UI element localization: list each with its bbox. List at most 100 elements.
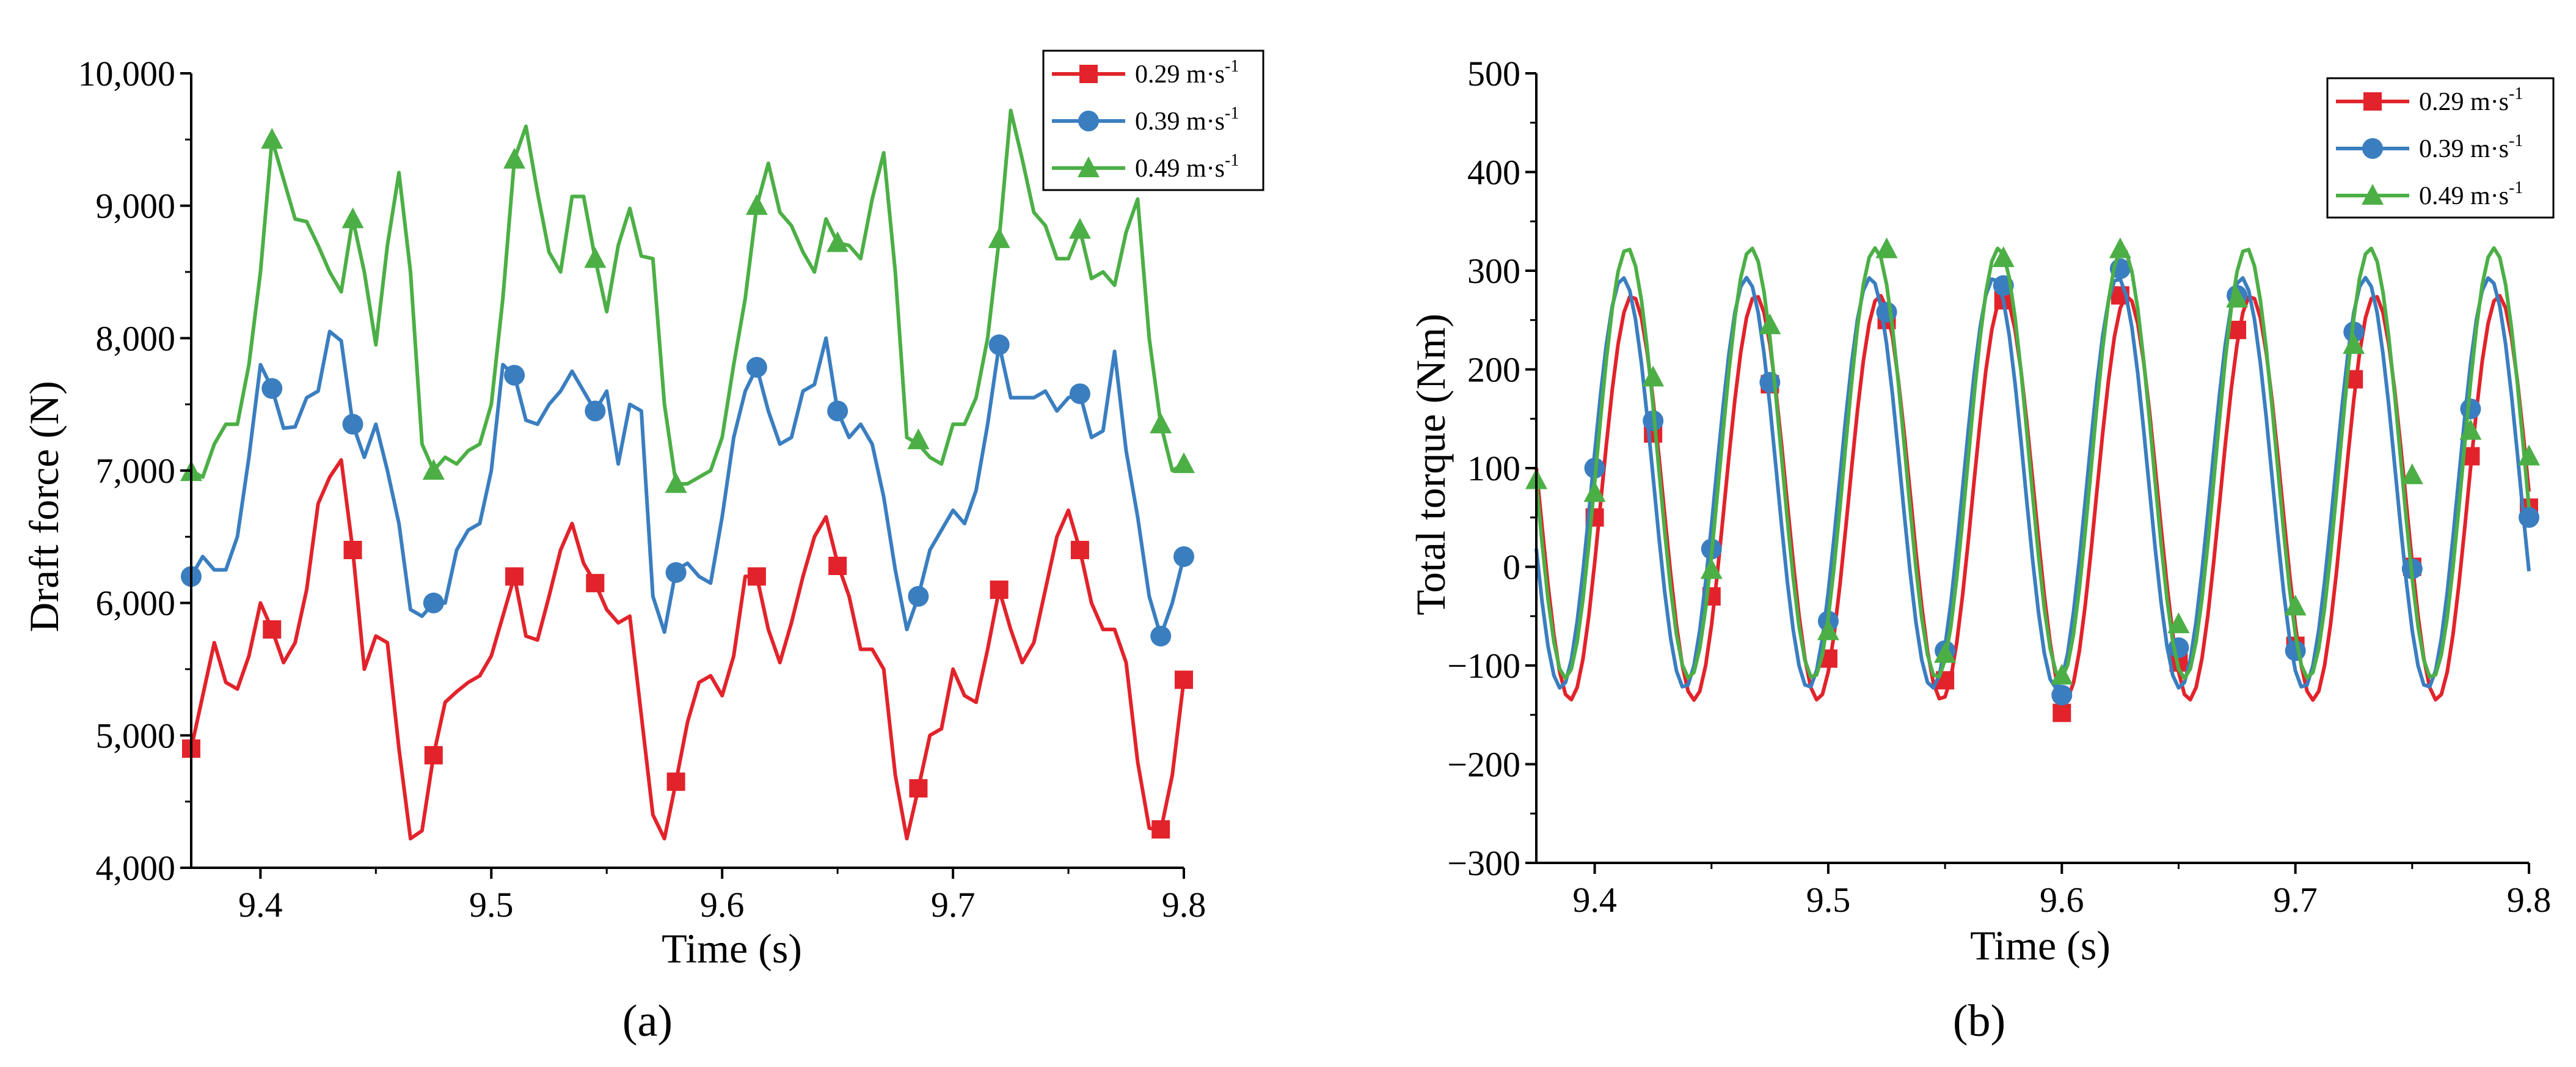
y-tick-label: 100 bbox=[1467, 449, 1520, 488]
data-point-series-2 bbox=[1583, 481, 1606, 502]
data-point-series-2 bbox=[2401, 463, 2423, 485]
data-point-series-0 bbox=[505, 567, 524, 586]
data-point-series-1 bbox=[988, 334, 1010, 356]
data-point-series-2 bbox=[2167, 612, 2190, 634]
y-tick-label: 9,000 bbox=[96, 186, 176, 226]
data-point-series-1 bbox=[2051, 684, 2073, 706]
chart-panel-b: −300 −200 −100 0 100 200 300 400 500 9.4 9.5 9.6 9.7… bbox=[1407, 54, 2555, 1046]
chart-panel-a: 4,000 5,000 6,000 7,000 8,000 9,000 10,000 9.4 9… bbox=[21, 50, 1264, 1046]
legend-entry-label: 0.39 m·s-1 bbox=[2419, 131, 2523, 163]
legend-marker bbox=[1079, 65, 1098, 83]
legend-entry-superscript: -1 bbox=[1225, 104, 1239, 123]
legend-entry-superscript: -1 bbox=[1225, 151, 1239, 170]
legend-entry-superscript: -1 bbox=[1225, 57, 1239, 76]
y-tick-label: 4,000 bbox=[96, 848, 176, 888]
data-point-series-2 bbox=[261, 128, 283, 149]
legend-b: 0.29 m·s-1 0.39 m·s-1 0.49 m·s-1 bbox=[2326, 77, 2555, 219]
x-tick-label: 9.6 bbox=[700, 885, 745, 925]
data-point-series-2 bbox=[584, 247, 607, 268]
y-tick-label: 5,000 bbox=[96, 716, 176, 755]
data-point-series-2 bbox=[2051, 664, 2073, 685]
legend-entry-label: 0.39 m·s-1 bbox=[1135, 104, 1239, 136]
legend-entry-superscript: -1 bbox=[2509, 84, 2523, 103]
data-point-series-0 bbox=[2052, 703, 2071, 722]
data-point-series-2 bbox=[1068, 218, 1091, 239]
data-point-series-2 bbox=[1817, 619, 1839, 640]
data-point-series-2 bbox=[2284, 595, 2307, 616]
data-point-series-0 bbox=[424, 746, 443, 765]
panel-label-b: (b) bbox=[1953, 996, 2005, 1046]
data-point-series-2 bbox=[1642, 365, 1665, 387]
data-point-series-0 bbox=[1070, 541, 1089, 559]
data-point-series-2 bbox=[2226, 287, 2249, 308]
data-point-series-2 bbox=[907, 428, 930, 450]
data-point-series-0 bbox=[828, 557, 847, 575]
y-tick-label: 400 bbox=[1467, 153, 1520, 193]
data-point-series-1 bbox=[746, 357, 767, 378]
data-point-series-2 bbox=[422, 459, 445, 480]
series-line-2 bbox=[1534, 246, 2531, 680]
data-point-series-2 bbox=[826, 231, 849, 252]
data-point-series-2 bbox=[988, 227, 1010, 248]
y-tick-label: 7,000 bbox=[96, 451, 176, 491]
legend-entry-label: 0.29 m·s-1 bbox=[1135, 57, 1239, 89]
data-point-series-2 bbox=[1150, 413, 1172, 434]
data-point-series-1 bbox=[1150, 625, 1172, 647]
series-line-2 bbox=[190, 108, 1185, 486]
data-point-series-1 bbox=[1759, 372, 1781, 393]
data-point-series-0 bbox=[586, 574, 605, 593]
y-tick-label: 10,000 bbox=[78, 54, 176, 94]
x-axis-label-b: Time (s) bbox=[1970, 922, 2111, 969]
data-point-series-2 bbox=[2343, 333, 2365, 354]
data-point-series-2 bbox=[1173, 452, 1195, 474]
data-point-series-2 bbox=[1875, 237, 1898, 258]
x-tick-label: 9.7 bbox=[2273, 880, 2318, 920]
data-point-series-2 bbox=[1934, 642, 1957, 663]
data-point-series-0 bbox=[1151, 820, 1170, 839]
series-line-1 bbox=[1534, 276, 2531, 691]
panel-label-a: (a) bbox=[622, 996, 673, 1046]
data-point-series-0 bbox=[1175, 670, 1193, 689]
data-point-series-0 bbox=[909, 779, 928, 798]
legend-marker bbox=[2363, 92, 2382, 111]
y-tick-label: 8,000 bbox=[96, 318, 176, 358]
legend-marker bbox=[1078, 111, 1099, 131]
data-point-series-0 bbox=[747, 567, 766, 586]
x-tick-label: 9.8 bbox=[2507, 880, 2552, 920]
data-point-series-1 bbox=[2460, 398, 2481, 420]
x-tick-label: 9.4 bbox=[238, 885, 283, 925]
data-point-series-2 bbox=[2459, 419, 2482, 440]
x-tick-label: 9.5 bbox=[469, 885, 514, 925]
x-tick-label: 9.8 bbox=[1162, 885, 1206, 925]
data-point-series-2 bbox=[1992, 246, 2015, 268]
legend-entry-label: 0.29 m·s-1 bbox=[2419, 84, 2523, 116]
data-point-series-0 bbox=[343, 541, 362, 559]
data-point-series-1 bbox=[1173, 546, 1194, 567]
x-tick-label: 9.5 bbox=[1806, 880, 1851, 920]
y-tick-label: 300 bbox=[1467, 251, 1520, 291]
data-point-series-1 bbox=[827, 400, 848, 422]
y-axis-label-b: Total torque (Nm) bbox=[1407, 314, 1454, 615]
data-point-series-1 bbox=[908, 585, 929, 607]
data-point-series-2 bbox=[503, 147, 526, 169]
legend-marker bbox=[2362, 184, 2384, 205]
data-point-series-0 bbox=[263, 620, 282, 639]
data-point-series-1 bbox=[261, 378, 283, 399]
y-tick-label: 500 bbox=[1467, 54, 1520, 94]
legend-entry-superscript: -1 bbox=[2509, 178, 2523, 197]
legend-a: 0.29 m·s-1 0.39 m·s-1 0.49 m·s-1 bbox=[1042, 50, 1264, 191]
data-point-series-1 bbox=[504, 365, 525, 386]
legend-entry-superscript: -1 bbox=[2509, 131, 2523, 150]
data-point-series-2 bbox=[745, 194, 768, 215]
data-point-series-1 bbox=[1876, 301, 1897, 323]
data-point-series-2 bbox=[1759, 313, 1781, 334]
legend-entry-label: 0.49 m·s-1 bbox=[1135, 151, 1239, 183]
legend-entry-label: 0.49 m·s-1 bbox=[2419, 178, 2523, 210]
y-tick-label: 0 bbox=[1503, 548, 1520, 587]
data-point-series-0 bbox=[666, 772, 685, 791]
data-point-series-2 bbox=[2109, 237, 2131, 258]
series-line-1 bbox=[189, 329, 1186, 638]
legend-marker bbox=[1078, 156, 1100, 177]
x-tick-label: 9.6 bbox=[2040, 880, 2084, 920]
